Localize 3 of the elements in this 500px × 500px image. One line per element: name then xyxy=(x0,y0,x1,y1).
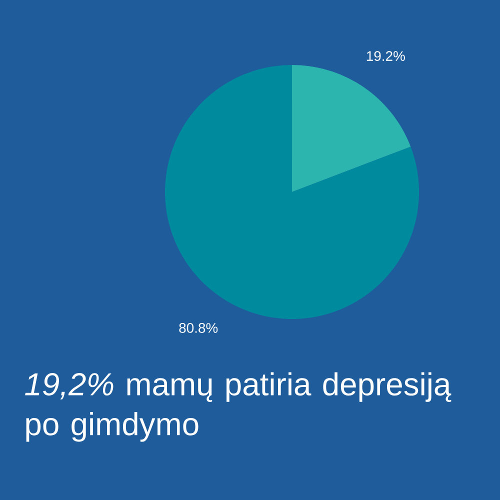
data-label: 19.2% xyxy=(366,51,405,61)
data-label: 80.8% xyxy=(179,323,218,333)
text: 19,2% mamų patiria depresiją po gimdymo xyxy=(25,372,452,442)
